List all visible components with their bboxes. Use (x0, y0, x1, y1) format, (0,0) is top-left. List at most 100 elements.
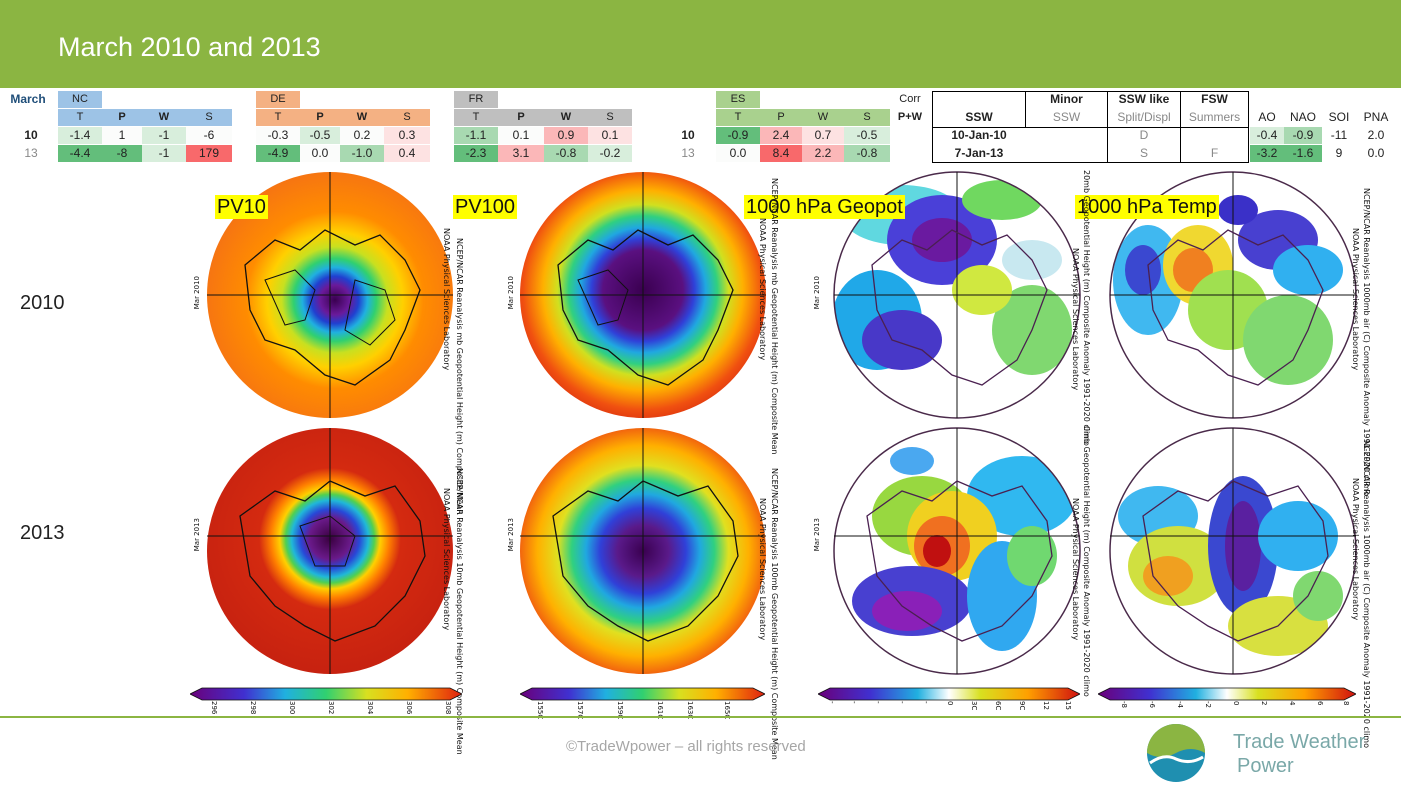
pna-header: PNA (1363, 110, 1389, 124)
group-nc: NC (58, 91, 102, 108)
map-credit: 20mb Geopotential Height (m) Composite A… (1082, 170, 1091, 446)
map-date-label: Mar 2010 (813, 276, 821, 310)
colorbar-geopot: - - - - - 0 3C 6C 9C 12 15 (817, 687, 1081, 719)
de-t-header: T (256, 109, 300, 126)
corr-sub-label: P+W (897, 111, 923, 123)
fsw-sub-header: Summers (1188, 110, 1241, 124)
es-w-13: 2.2 (802, 145, 844, 162)
es-s-header: S (844, 109, 890, 126)
nao-10: -0.9 (1284, 127, 1322, 144)
pna-10: 2.0 (1367, 128, 1385, 142)
map-credit: NOAA Physical Sciences Laboratory (758, 218, 767, 361)
es-p-10: 2.4 (760, 127, 802, 144)
colorbar-tick: 306 (405, 701, 413, 715)
colorbar-tick: 6C (994, 701, 1002, 711)
colorbar-tick: 298 (249, 701, 257, 715)
pna-13: 0.0 (1367, 146, 1385, 160)
ssw-col-divider (1180, 91, 1181, 163)
ssw-col-divider (1107, 91, 1108, 163)
nc-s-13: 179 (186, 145, 232, 162)
map-credit: NOAA Physical Sciences Laboratory (1071, 248, 1080, 391)
pv10-2010-map (207, 172, 453, 418)
brand-name: Trade Weather Power (1233, 730, 1365, 778)
nc-t-header: T (58, 109, 102, 126)
temp-2013-map (1109, 427, 1357, 675)
nc-s-10: -6 (186, 127, 232, 144)
de-p-10: -0.5 (300, 127, 340, 144)
de-s-10: 0.3 (384, 127, 430, 144)
tag-temp: 1000 hPa Temp (1075, 195, 1219, 219)
map-credit: NOAA Physical Sciences Laboratory (442, 228, 451, 371)
colorbar-temp: -8 -6 -4 -2 0 2 4 6 8 (1097, 687, 1357, 719)
footer-divider (0, 716, 1401, 718)
group-es: ES (716, 91, 760, 108)
de-t-10: -0.3 (256, 127, 300, 144)
fsw-10 (1181, 127, 1248, 144)
es-year-13: 13 (681, 146, 695, 160)
map-date-label: Mar 2013 (507, 518, 515, 552)
pv10-2013-map (207, 428, 453, 674)
nc-w-header: W (142, 109, 186, 126)
tag-pv100: PV100 (453, 195, 518, 219)
colorbar-tick: 157C (576, 701, 584, 720)
fr-p-10: 0.1 (498, 127, 544, 144)
group-fr: FR (454, 91, 498, 108)
nc-s-header: S (186, 109, 232, 126)
header-bar: March 2010 and 2013 (0, 0, 1401, 88)
fr-t-10: -1.1 (454, 127, 498, 144)
nc-p-10: 1 (102, 127, 142, 144)
ao-header: AO (1258, 110, 1276, 124)
colorbar-pv10: 296 298 300 302 304 306 308 (189, 687, 463, 719)
fr-p-13: 3.1 (498, 145, 544, 162)
map-credit: NOAA Physical Sciences Laboratory (1071, 498, 1080, 641)
es-s-10: -0.5 (844, 127, 890, 144)
copyright-text: ©TradeWpower – all rights reserved (566, 738, 806, 755)
colorbar-tick: 4 (1288, 701, 1296, 706)
group-de: DE (256, 91, 300, 108)
fr-s-header: S (588, 109, 632, 126)
colorbar-tick: 155C (536, 701, 544, 720)
colorbar-tick: -6 (1148, 701, 1156, 708)
brand-line-2: Power (1237, 755, 1294, 777)
geopot-2013-map (833, 427, 1081, 675)
split-13: S (1139, 146, 1148, 160)
fr-p-header: P (498, 109, 544, 126)
colorbar-tick: 300 (288, 701, 296, 715)
map-date-label: Mar 2013 (193, 518, 201, 552)
de-w-header: W (340, 109, 384, 126)
colorbar-tick: -4 (1176, 701, 1184, 708)
nc-t-10: -1.4 (58, 127, 102, 144)
ssw-col-divider (1025, 91, 1026, 127)
colorbar-tick: - (898, 701, 906, 704)
pv100-2010-map (520, 172, 766, 418)
colorbar-tick: 6 (1316, 701, 1324, 706)
es-p-13: 8.4 (760, 145, 802, 162)
fr-w-10: 0.9 (544, 127, 588, 144)
colorbar-tick: - (828, 701, 836, 704)
map-credit: NCEP/NCAR Reanalysis 100mb Geopotential … (770, 468, 779, 760)
month-label: March (10, 92, 46, 106)
map-credit: NCEP/NCAR Reanalysis mb Geopotential Hei… (455, 238, 464, 515)
colorbar-tick: 308 (444, 701, 452, 715)
ao-13: -3.2 (1250, 145, 1284, 162)
soi-header: SOI (1328, 110, 1350, 124)
minor-sub-header: SSW (1052, 110, 1081, 124)
ssw-date-13: 7-Jan-13 (954, 146, 1004, 160)
nc-p-13: -8 (102, 145, 142, 162)
map-date-label: Mar 2010 (507, 276, 515, 310)
ssw-like-header: SSW like (1118, 92, 1170, 106)
fr-t-header: T (454, 109, 498, 126)
es-t-10: -0.9 (716, 127, 760, 144)
colorbar-tick: 296 (210, 701, 218, 715)
colorbar-tick: -2 (1204, 701, 1212, 708)
fr-w-13: -0.8 (544, 145, 588, 162)
row-year-13: 13 (24, 146, 38, 160)
ssw-header: SSW (965, 110, 993, 124)
tag-geopot: 1000 hPa Geopot (744, 195, 905, 219)
nc-w-13: -1 (142, 145, 186, 162)
year-label-2010: 2010 (20, 292, 65, 314)
map-credit: NOAA Physical Sciences Laboratory (442, 488, 451, 631)
fr-s-10: 0.1 (588, 127, 632, 144)
de-w-10: 0.2 (340, 127, 384, 144)
minor-header: Minor (1050, 92, 1083, 106)
